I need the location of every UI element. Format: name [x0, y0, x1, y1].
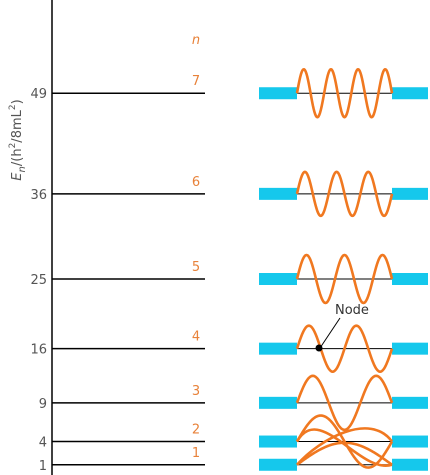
node-marker — [315, 344, 323, 352]
quantum-number-label: 1 — [192, 446, 200, 461]
node-leader-line — [319, 317, 341, 349]
well-wall-right — [392, 435, 428, 448]
well-wall-left — [259, 273, 297, 285]
quantum-number-label: 2 — [192, 423, 200, 438]
energy-tick-label: 25 — [30, 273, 47, 288]
energy-tick-label: 49 — [30, 87, 47, 102]
well-wall-right — [392, 187, 428, 200]
energy-tick-label: 1 — [39, 459, 47, 474]
well-wall-left — [259, 435, 297, 448]
well-wall-left — [259, 458, 297, 471]
well-wall-right — [392, 458, 428, 471]
wavefunction-curve — [295, 67, 394, 119]
well-wall-right — [392, 396, 428, 409]
energy-tick-label: 36 — [30, 188, 47, 203]
well-wall-left — [259, 342, 297, 355]
wavefunction-curve — [295, 253, 394, 305]
wavefunction-crossing-arc — [295, 428, 393, 467]
node-label: Node — [335, 303, 369, 318]
well-wall-right — [392, 87, 428, 100]
wavefunction-curve — [295, 374, 394, 432]
well-wall-right — [392, 342, 428, 355]
quantum-number-label: 7 — [192, 74, 200, 89]
wavefunction-crossing-arc — [296, 427, 394, 466]
well-wall-left — [259, 396, 297, 409]
quantum-number-label: 6 — [192, 175, 200, 190]
well-wall-right — [392, 273, 428, 285]
n-column-header: n — [192, 33, 200, 48]
energy-tick-label: 9 — [39, 397, 47, 412]
energy-axis-label: En/(h2/8mL2) — [8, 99, 28, 180]
node-annotation: Node — [315, 303, 369, 352]
energy-tick-label: 4 — [39, 436, 47, 451]
well-wall-left — [259, 87, 297, 100]
wavefunction-curve — [295, 170, 394, 218]
energy-tick-label: 16 — [30, 343, 47, 358]
well-wall-left — [259, 187, 297, 200]
wavefunction-curve — [295, 324, 394, 373]
quantum-number-label: 5 — [192, 260, 200, 275]
quantum-number-label: 3 — [192, 384, 200, 399]
svg-text:En/(h2/8mL2): En/(h2/8mL2) — [8, 99, 28, 180]
quantum-number-label: 4 — [192, 330, 200, 345]
